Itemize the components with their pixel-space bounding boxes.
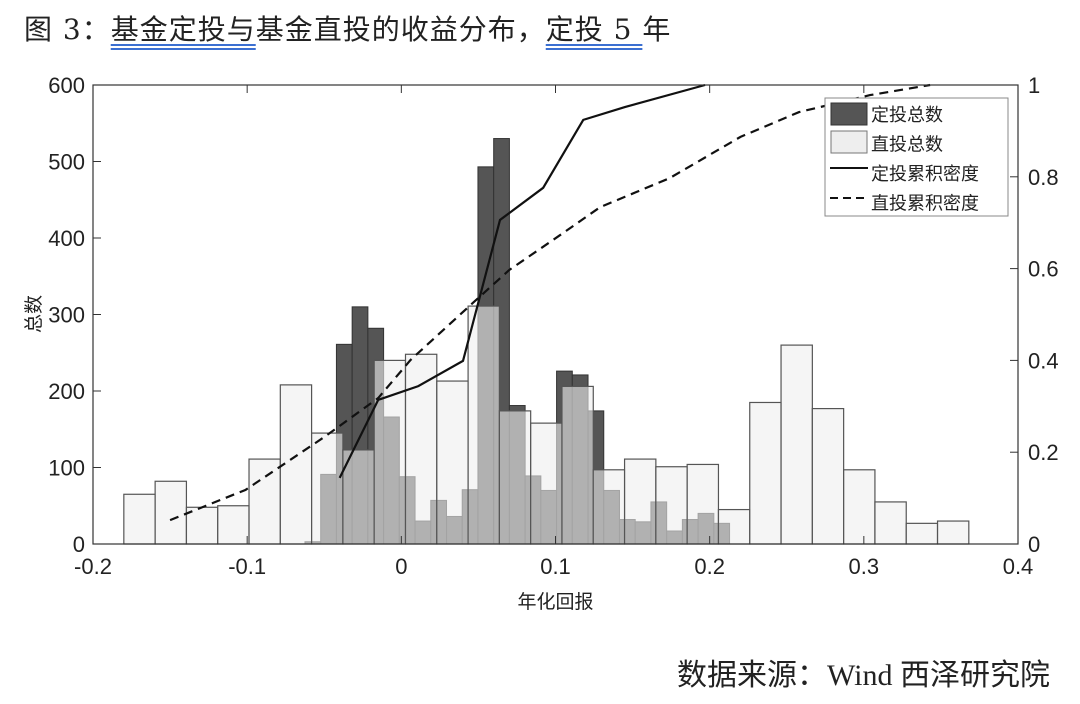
legend-label: 定投累积密度 <box>871 164 979 185</box>
title-prefix: 图 3： <box>24 13 111 46</box>
y-axis-label: 总数 <box>23 295 45 333</box>
x-tick-label: 0.2 <box>694 554 725 579</box>
direct-bar <box>373 359 407 545</box>
title-mid: 基金直投的收益分布， <box>255 13 546 46</box>
direct-bar <box>936 520 970 545</box>
y-tick-label: 500 <box>48 150 85 175</box>
direct-bar <box>498 410 532 545</box>
y2-tick-label: 0.4 <box>1028 348 1059 373</box>
x-tick-label: 0.4 <box>1003 554 1034 579</box>
title-suffix: 年 <box>642 13 672 46</box>
x-tick-label: -0.2 <box>74 554 112 579</box>
direct-bar <box>561 385 594 545</box>
direct-bar <box>874 501 907 545</box>
direct-bar <box>123 493 156 545</box>
y-tick-label: 200 <box>48 379 85 404</box>
direct-bar <box>404 353 438 545</box>
title-link-2[interactable]: 定投 5 <box>545 13 643 46</box>
direct-bar <box>530 422 563 545</box>
source-note: 数据来源：Wind 西泽研究院 <box>677 659 1050 692</box>
y-tick-label: 300 <box>48 303 85 328</box>
direct-bar <box>342 449 375 545</box>
legend-label: 直投累积密度 <box>871 194 979 215</box>
figure-title: 图 3：基金定投与基金直投的收益分布，定投 5 年 <box>24 8 671 48</box>
y2-tick-label: 1 <box>1028 73 1040 98</box>
x-tick-label: 0.1 <box>540 554 571 579</box>
legend-swatch-dca <box>830 102 868 126</box>
y2-tick-label: 0.8 <box>1028 165 1059 190</box>
dca-cdf-line <box>338 83 706 479</box>
y-tick-label: 600 <box>48 73 85 98</box>
x-axis-label: 年化回报 <box>517 591 593 613</box>
x-tick-label: -0.1 <box>228 554 266 579</box>
direct-bar <box>623 458 657 545</box>
y-tick-label: 100 <box>48 456 85 481</box>
direct-bar <box>467 305 500 545</box>
direct-bar <box>811 407 845 545</box>
direct-bar <box>154 480 188 545</box>
y2-tick-label: 0 <box>1028 532 1040 557</box>
direct-bar <box>311 432 344 545</box>
legend-swatch-direct <box>830 130 868 154</box>
y-tick-label: 0 <box>73 532 85 557</box>
direct-bar <box>436 380 469 545</box>
y2-tick-label: 0.6 <box>1028 257 1059 282</box>
direct-bar <box>905 522 939 545</box>
direct-bar <box>780 344 813 545</box>
x-tick-label: 0.3 <box>849 554 880 579</box>
direct-bar <box>686 463 720 545</box>
x-tick-label: 0 <box>395 554 407 579</box>
y-tick-label: 400 <box>48 226 85 251</box>
legend-label: 直投总数 <box>871 135 943 156</box>
direct-bar <box>749 401 782 545</box>
direct-bar <box>717 508 751 545</box>
direct-bar <box>655 466 688 545</box>
direct-bar <box>217 505 250 545</box>
title-link-1[interactable]: 基金定投与 <box>110 13 256 46</box>
legend-label: 定投总数 <box>871 105 943 126</box>
direct-bar <box>592 469 626 545</box>
direct-bar <box>843 469 876 545</box>
direct-cdf-line <box>169 83 931 522</box>
direct-bar <box>248 458 281 545</box>
y2-tick-label: 0.2 <box>1028 440 1059 465</box>
